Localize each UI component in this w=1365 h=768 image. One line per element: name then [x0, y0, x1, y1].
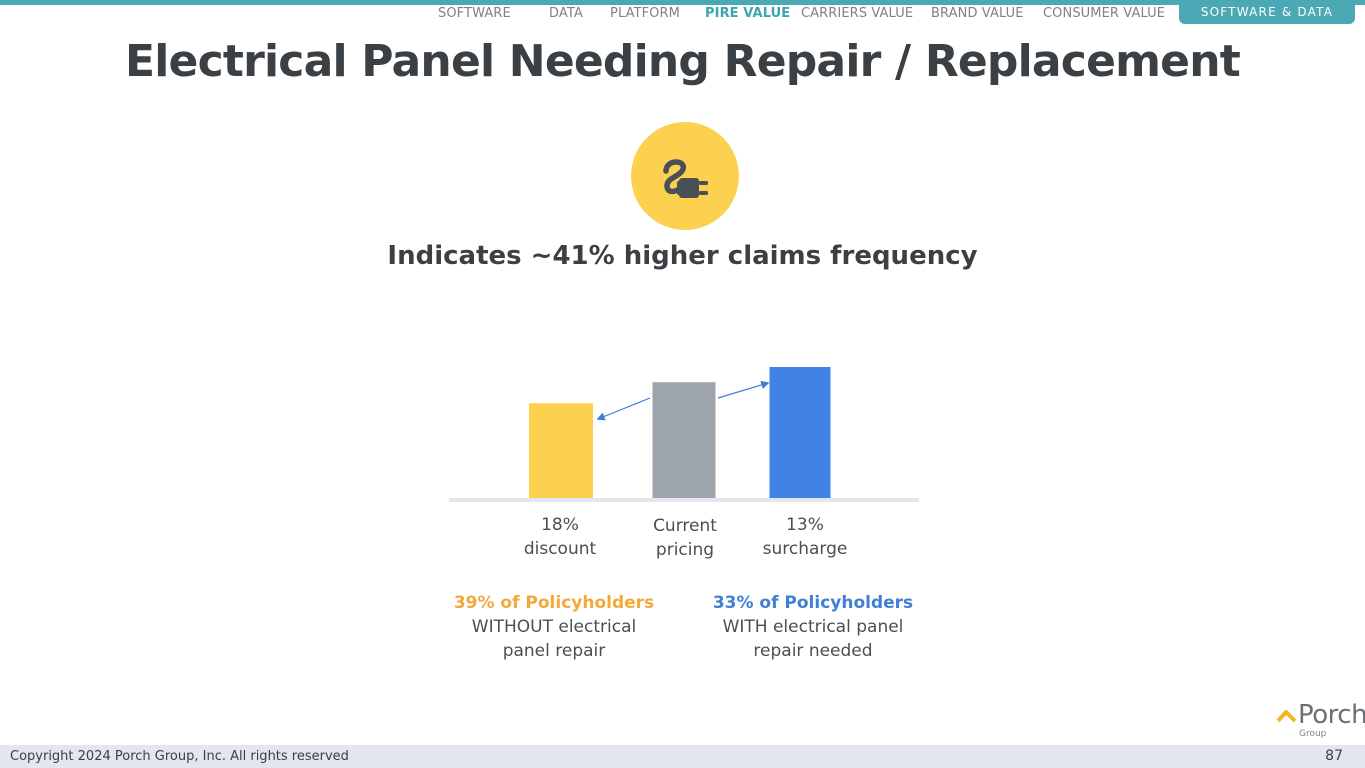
subtitle: Indicates ~41% higher claims frequency [387, 241, 978, 271]
policyholders-right-heading: 33% of Policyholders [712, 593, 914, 613]
policyholders-right-line1: WITH electrical panel [722, 617, 904, 637]
logo-wordmark: Porch [1298, 700, 1365, 730]
page-title: Electrical Panel Needing Repair / Replac… [125, 36, 1241, 87]
bar-label-discount: 18% discount [500, 513, 620, 561]
policyholders-without-repair: 39% of Policyholders WITHOUT electrical … [444, 591, 664, 663]
nav-item-software[interactable]: SOFTWARE [438, 6, 511, 21]
top-accent-bar [0, 0, 1365, 5]
policyholders-left-line1: WITHOUT electrical [471, 617, 637, 637]
logo-subtitle: Group [1299, 729, 1327, 739]
footer-bar: Copyright 2024 Porch Group, Inc. All rig… [0, 745, 1365, 768]
bar-label-current-line1: Current [653, 516, 717, 536]
section-badge[interactable]: SOFTWARE & DATA [1179, 0, 1355, 24]
bar-label-surcharge: 13% surcharge [745, 513, 865, 561]
arrow-to-discount [596, 397, 651, 421]
bar-surcharge [769, 367, 831, 499]
nav-item-platform[interactable]: PLATFORM [610, 6, 680, 21]
bar-label-surcharge-line1: 13% [786, 515, 824, 535]
copyright-text: Copyright 2024 Porch Group, Inc. All rig… [10, 749, 349, 764]
nav-item-data[interactable]: DATA [549, 6, 583, 21]
bar-label-current: Current pricing [625, 514, 745, 562]
policyholders-right-line2: repair needed [753, 641, 873, 661]
policyholders-left-heading: 39% of Policyholders [453, 593, 655, 613]
pricing-bar-chart [449, 367, 919, 502]
bar-label-discount-line2: discount [523, 539, 597, 559]
bar-discount [529, 403, 593, 499]
bar-label-discount-line1: 18% [541, 515, 579, 535]
nav-item-pire-value[interactable]: PIRE VALUE [705, 6, 791, 21]
icon-badge [631, 122, 739, 230]
nav-item-brand-value[interactable]: BRAND VALUE [931, 6, 1024, 21]
roof-chevron-icon [1276, 710, 1297, 723]
arrow-to-surcharge [717, 380, 770, 399]
nav-item-carriers-value[interactable]: CARRIERS VALUE [801, 6, 914, 21]
bar-label-current-line2: pricing [655, 540, 715, 560]
porch-group-logo: Porch Group [1276, 700, 1365, 742]
page-number: 87 [1325, 748, 1343, 764]
policyholders-left-line2: panel repair [502, 641, 606, 661]
policyholders-with-repair: 33% of Policyholders WITH electrical pan… [701, 591, 925, 663]
nav-item-consumer-value[interactable]: CONSUMER VALUE [1043, 6, 1166, 21]
bar-current-pricing [652, 382, 716, 499]
bar-label-surcharge-line2: surcharge [762, 539, 848, 559]
electric-plug-icon [663, 159, 708, 198]
